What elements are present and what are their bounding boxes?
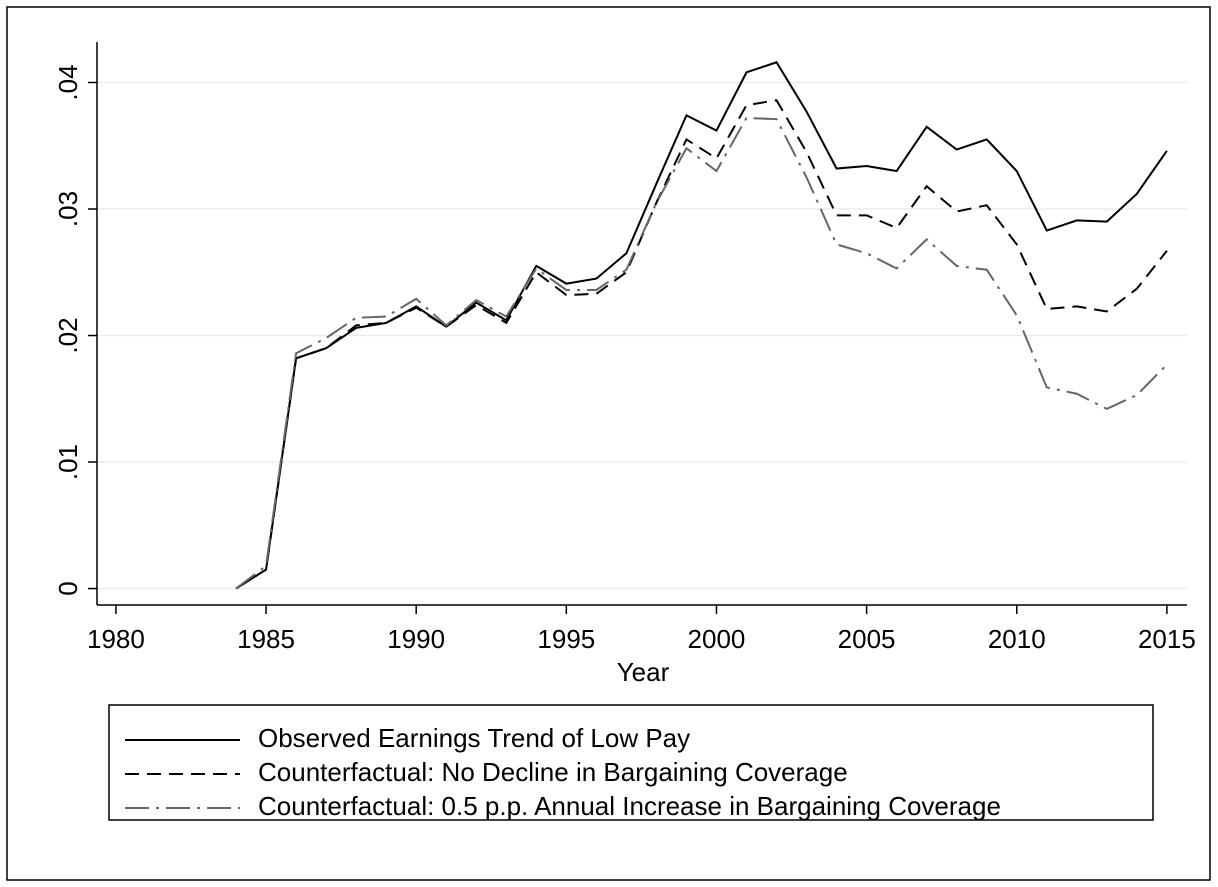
legend-box	[108, 704, 1154, 821]
legend-label: Counterfactual: No Decline in Bargaining…	[258, 757, 848, 787]
legend-label: Observed Earnings Trend of Low Pay	[258, 723, 690, 753]
legend-label: Counterfactual: 0.5 p.p. Annual Increase…	[258, 791, 1001, 821]
x-tick-label: 1990	[387, 624, 445, 654]
x-tick-label: 2010	[988, 624, 1046, 654]
x-tick-label: 1980	[87, 624, 145, 654]
line-series	[235, 116, 1168, 590]
y-tick-label: .04	[53, 64, 83, 100]
x-tick-label: 2000	[688, 624, 746, 654]
x-tick-label: 1995	[537, 624, 595, 654]
y-tick-label: .01	[53, 444, 83, 480]
y-tick-label: 0	[53, 581, 83, 595]
x-axis-label: Year	[617, 657, 670, 687]
x-tick-label: 2005	[838, 624, 896, 654]
y-tick-label: .02	[53, 317, 83, 353]
line-series	[235, 99, 1168, 590]
x-tick-label: 2015	[1138, 624, 1196, 654]
x-tick-label: 1985	[237, 624, 295, 654]
y-tick-label: .03	[53, 191, 83, 227]
